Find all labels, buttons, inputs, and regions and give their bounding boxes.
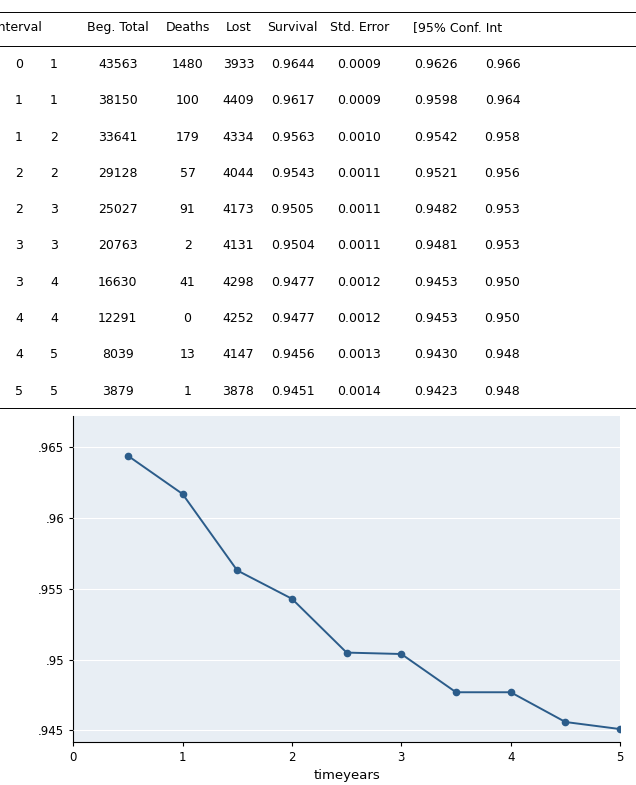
Text: 2: 2 (15, 203, 23, 216)
Text: 0.953: 0.953 (485, 239, 520, 253)
Text: 0.9456: 0.9456 (271, 349, 314, 361)
Text: 0.9626: 0.9626 (414, 58, 457, 71)
Text: 4131: 4131 (223, 239, 254, 253)
Text: 91: 91 (180, 203, 195, 216)
Text: 4: 4 (15, 349, 23, 361)
Text: 5: 5 (15, 385, 23, 397)
Text: 0: 0 (15, 58, 23, 71)
Text: 4409: 4409 (223, 94, 254, 108)
Text: 100: 100 (176, 94, 200, 108)
Text: 0.9543: 0.9543 (271, 167, 314, 180)
Text: Interval: Interval (0, 20, 43, 34)
Text: 4298: 4298 (223, 276, 254, 289)
Text: 0.9504: 0.9504 (271, 239, 314, 253)
Text: 0.9477: 0.9477 (271, 276, 314, 289)
Text: 0.9542: 0.9542 (414, 130, 457, 144)
Text: 1: 1 (15, 130, 23, 144)
Text: 3879: 3879 (102, 385, 134, 397)
Text: 0.9598: 0.9598 (414, 94, 457, 108)
Text: 0.9453: 0.9453 (414, 276, 457, 289)
Text: 29128: 29128 (98, 167, 137, 180)
Text: 0.958: 0.958 (485, 130, 520, 144)
Text: 1: 1 (50, 94, 58, 108)
Text: 0.0011: 0.0011 (338, 239, 381, 253)
Text: 2: 2 (50, 167, 58, 180)
Text: 5: 5 (50, 349, 58, 361)
Text: 0.0009: 0.0009 (338, 58, 381, 71)
Text: 33641: 33641 (98, 130, 137, 144)
Text: 2: 2 (50, 130, 58, 144)
Text: 8039: 8039 (102, 349, 134, 361)
Text: 0.9477: 0.9477 (271, 312, 314, 325)
Text: 0.948: 0.948 (485, 349, 520, 361)
Text: 0.9423: 0.9423 (414, 385, 457, 397)
Text: 0.0011: 0.0011 (338, 203, 381, 216)
Text: 0.9505: 0.9505 (271, 203, 314, 216)
Text: 0: 0 (184, 312, 191, 325)
Text: 0.948: 0.948 (485, 385, 520, 397)
Text: 0.956: 0.956 (485, 167, 520, 180)
Text: 0.0011: 0.0011 (338, 167, 381, 180)
Text: 5: 5 (50, 385, 58, 397)
Text: 179: 179 (176, 130, 200, 144)
Text: Beg. Total: Beg. Total (86, 20, 149, 34)
Text: 1: 1 (50, 58, 58, 71)
Text: 4334: 4334 (223, 130, 254, 144)
Text: 0.9430: 0.9430 (414, 349, 457, 361)
Text: Deaths: Deaths (165, 20, 210, 34)
Text: Std. Error: Std. Error (329, 20, 389, 34)
Text: 0.9644: 0.9644 (271, 58, 314, 71)
Text: 0.964: 0.964 (485, 94, 520, 108)
Text: 0.9482: 0.9482 (414, 203, 457, 216)
Text: 0.950: 0.950 (485, 312, 520, 325)
Text: 0.9453: 0.9453 (414, 312, 457, 325)
Text: 3: 3 (15, 276, 23, 289)
Text: 43563: 43563 (98, 58, 137, 71)
Text: 38150: 38150 (98, 94, 137, 108)
Text: 0.9451: 0.9451 (271, 385, 314, 397)
Text: 2: 2 (15, 167, 23, 180)
Text: 41: 41 (180, 276, 195, 289)
Text: Survival: Survival (267, 20, 318, 34)
Text: 3: 3 (15, 239, 23, 253)
Text: 3: 3 (50, 239, 58, 253)
Text: 0.950: 0.950 (485, 276, 520, 289)
Text: 57: 57 (179, 167, 196, 180)
Text: 0.9521: 0.9521 (414, 167, 457, 180)
Text: 0.0014: 0.0014 (338, 385, 381, 397)
Text: 0.966: 0.966 (485, 58, 520, 71)
Text: 0.0009: 0.0009 (338, 94, 381, 108)
Text: 1: 1 (184, 385, 191, 397)
Text: 20763: 20763 (98, 239, 137, 253)
Text: 0.0012: 0.0012 (338, 276, 381, 289)
Text: 3933: 3933 (223, 58, 254, 71)
Text: 4147: 4147 (223, 349, 254, 361)
Text: 0.0013: 0.0013 (338, 349, 381, 361)
Text: 4: 4 (50, 276, 58, 289)
Text: 4173: 4173 (223, 203, 254, 216)
Text: 4044: 4044 (223, 167, 254, 180)
Text: 4252: 4252 (223, 312, 254, 325)
Text: 25027: 25027 (98, 203, 137, 216)
Text: 1480: 1480 (172, 58, 204, 71)
Text: 16630: 16630 (98, 276, 137, 289)
Text: 2: 2 (184, 239, 191, 253)
Text: 12291: 12291 (98, 312, 137, 325)
Text: 1: 1 (15, 94, 23, 108)
Text: 4: 4 (15, 312, 23, 325)
Text: 4: 4 (50, 312, 58, 325)
Text: Lost: Lost (226, 20, 251, 34)
Text: 3: 3 (50, 203, 58, 216)
Text: 0.953: 0.953 (485, 203, 520, 216)
X-axis label: timeyears: timeyears (314, 769, 380, 783)
Text: 0.0012: 0.0012 (338, 312, 381, 325)
Text: 0.9617: 0.9617 (271, 94, 314, 108)
Text: 0.9563: 0.9563 (271, 130, 314, 144)
Text: 0.0010: 0.0010 (338, 130, 381, 144)
Text: 3878: 3878 (223, 385, 254, 397)
Text: [95% Conf. Int: [95% Conf. Int (413, 20, 502, 34)
Text: 0.9481: 0.9481 (414, 239, 457, 253)
Text: 13: 13 (180, 349, 195, 361)
